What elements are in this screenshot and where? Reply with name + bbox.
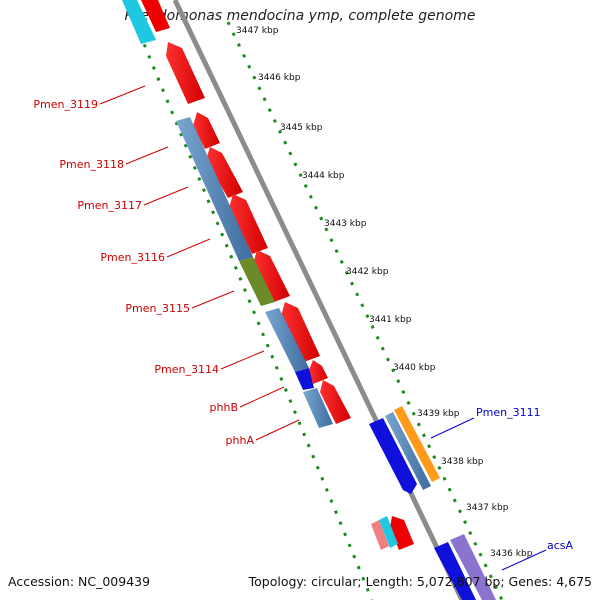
gene-label-pmen3111[interactable]: Pmen_3111 (476, 406, 541, 419)
map-title: Pseudomonas mendocina ymp, complete geno… (124, 8, 476, 24)
accession-text: Accession: NC_009439 (8, 574, 151, 589)
tick-label: 3442 kbp (346, 267, 389, 277)
tick-label: 3441 kbp (369, 315, 412, 325)
gene-blue-right (385, 412, 431, 490)
connector-phhB (239, 386, 285, 408)
tick-label: 3438 kbp (441, 457, 484, 467)
connector-phhA (255, 419, 300, 441)
gene-blue-phhB (303, 388, 333, 428)
gene-cyan-top (122, 0, 156, 44)
gene-label-pmen3117[interactable]: Pmen_3117 (77, 199, 142, 212)
tick-label: 3437 kbp (466, 503, 509, 513)
genome-summary-text: Topology: circular; Length: 5,072,807 bp… (248, 574, 592, 589)
connector-pmen3115 (191, 290, 235, 309)
connector-acsA (501, 549, 547, 571)
connector-pmen3114 (220, 350, 265, 370)
gene-label-phhA[interactable]: phhA (226, 434, 255, 447)
connector-pmen3116 (166, 238, 211, 258)
gene-orange-right (394, 406, 440, 482)
gene-red-7 (309, 360, 328, 384)
gene-label-pmen3115[interactable]: Pmen_3115 (125, 302, 190, 315)
tick-label: 3444 kbp (302, 171, 345, 181)
gene-pink-right (371, 520, 389, 550)
tick-label: 3436 kbp (490, 549, 533, 559)
gene-label-pmen3116[interactable]: Pmen_3116 (100, 251, 165, 264)
tick-label: 3447 kbp (236, 26, 279, 36)
gene-red-5 (253, 250, 290, 302)
connector-pmen3118 (125, 146, 169, 165)
gene-red-top (141, 0, 170, 32)
inner-tick-track (124, 0, 374, 600)
gene-blue-pmen3114 (265, 308, 309, 372)
genome-backbone (172, 0, 465, 600)
gene-red-3 (206, 147, 243, 198)
tick-label: 3440 kbp (393, 363, 436, 373)
gene-blue-pmen3118 (176, 117, 253, 261)
connector-pmen3111 (430, 417, 475, 439)
connector-pmen3117 (143, 186, 189, 206)
gene-red-2 (193, 112, 220, 149)
gene-purple-acsA (450, 534, 496, 600)
gene-olive-pmen3115 (239, 257, 275, 306)
gene-label-acsA[interactable]: acsA (547, 539, 574, 552)
gene-darkblue-pmen3111 (369, 418, 417, 494)
gene-label-phhB[interactable]: phhB (210, 401, 238, 414)
gene-red-8 (320, 380, 351, 424)
connector-pmen3119 (99, 85, 146, 105)
gene-cyan-right (379, 516, 398, 548)
gene-darkblue-acsA (434, 542, 476, 600)
tick-label: 3443 kbp (324, 219, 367, 229)
gene-red-6 (281, 302, 320, 362)
tick-label: 3439 kbp (417, 409, 460, 419)
gene-darkblue-pmen3114 (295, 368, 314, 390)
tick-label: 3445 kbp (280, 123, 323, 133)
gene-label-pmen3119[interactable]: Pmen_3119 (33, 98, 98, 111)
gene-red-1 (166, 42, 205, 104)
tick-label: 3446 kbp (258, 73, 301, 83)
gene-red-4 (229, 194, 268, 254)
gene-label-pmen3114[interactable]: Pmen_3114 (154, 363, 219, 376)
gene-label-pmen3118[interactable]: Pmen_3118 (59, 158, 124, 171)
